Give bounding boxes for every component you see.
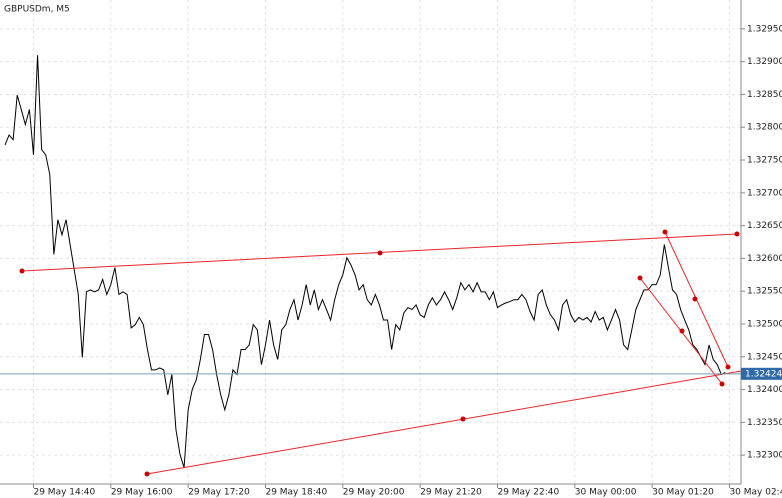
anchor[interactable]: [725, 364, 731, 370]
anchor[interactable]: [460, 416, 466, 422]
y-tick-label: 1.32400: [747, 385, 782, 395]
y-tick-label: 1.32800: [747, 123, 782, 133]
trendlines: [19, 229, 742, 477]
x-tick-label: 29 May 22:40: [497, 488, 559, 498]
y-tick-label: 1.32350: [747, 418, 782, 428]
x-tick-label: 30 May 01:20: [652, 488, 714, 498]
anchor[interactable]: [144, 471, 150, 477]
anchor[interactable]: [679, 328, 685, 334]
price-line: [4, 55, 726, 468]
anchor[interactable]: [637, 275, 643, 281]
y-tick-label: 1.32300: [747, 451, 782, 461]
last-price-box: [741, 367, 782, 380]
y-tick-label: 1.32950: [747, 24, 782, 34]
anchor[interactable]: [719, 381, 725, 387]
x-tick-label: 30 May 02:40: [729, 488, 782, 498]
anchor[interactable]: [19, 268, 25, 274]
x-tick-label: 29 May 20:00: [343, 488, 405, 498]
y-tick-label: 1.32900: [747, 57, 782, 67]
y-tick-label: 1.32500: [747, 319, 782, 329]
anchor[interactable]: [377, 250, 383, 256]
y-tick-label: 1.32450: [747, 352, 782, 362]
x-tick-label: 29 May 21:20: [420, 488, 482, 498]
grid: [0, 0, 741, 484]
y-tick-label: 1.32650: [747, 221, 782, 231]
x-tick-label: 29 May 16:00: [111, 488, 173, 498]
price-line-group: [4, 55, 726, 468]
y-tick-label: 1.32700: [747, 188, 782, 198]
anchor[interactable]: [692, 296, 698, 302]
anchor[interactable]: [734, 231, 740, 237]
y-tick-label: 1.32850: [747, 90, 782, 100]
y-tick-label: 1.32600: [747, 254, 782, 264]
y-tick-label: 1.32550: [747, 287, 782, 297]
trendline: [146, 370, 742, 475]
x-tick-label: 30 May 00:00: [575, 488, 637, 498]
x-tick-label: 29 May 14:40: [33, 488, 95, 498]
chart-title: GBPUSDm, M5: [4, 5, 70, 15]
x-tick-label: 29 May 17:20: [188, 488, 250, 498]
y-tick-label: 1.32750: [747, 156, 782, 166]
x-tick-label: 29 May 18:40: [265, 488, 327, 498]
anchor[interactable]: [662, 229, 668, 235]
last-price-label: 1.32424: [745, 369, 782, 379]
